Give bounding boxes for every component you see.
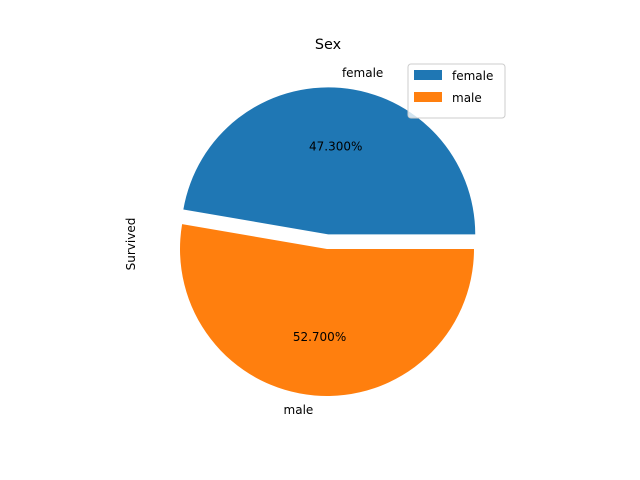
pct-label-male: 52.700% (293, 330, 346, 344)
category-label-female: female (342, 66, 383, 80)
legend-label-male: male (452, 91, 482, 105)
pie-slice-male (179, 224, 474, 397)
pie-slice-female (183, 87, 476, 235)
legend-swatch-male (414, 92, 442, 102)
legend-swatch-female (414, 70, 442, 80)
pie-slices: 47.300% female 52.700% male (179, 66, 476, 417)
category-label-male: male (284, 403, 314, 417)
pct-label-female: 47.300% (309, 139, 362, 153)
chart-title: Sex (315, 37, 342, 53)
y-axis-label: Survived (124, 218, 138, 271)
legend-label-female: female (452, 69, 493, 83)
legend: female male (407, 63, 506, 119)
